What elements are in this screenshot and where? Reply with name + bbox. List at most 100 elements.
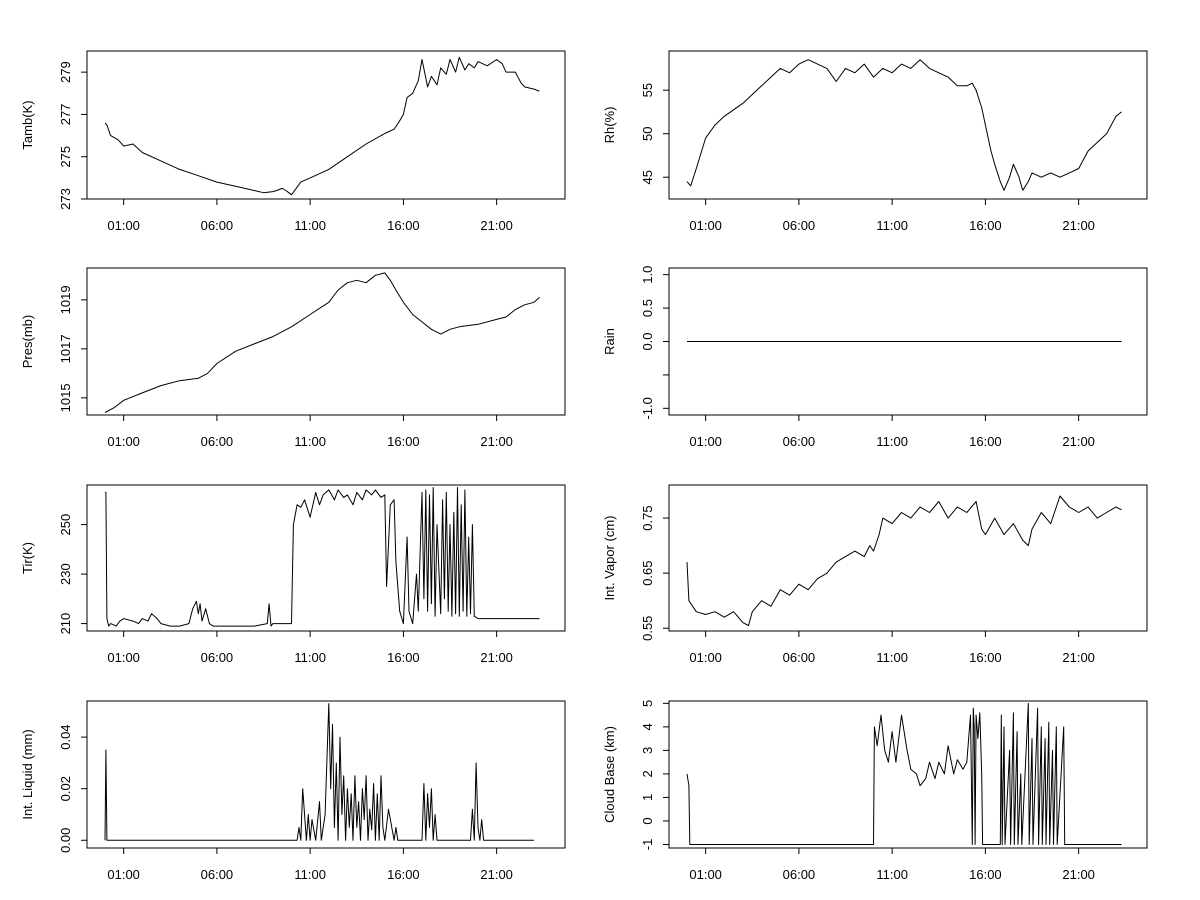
x-tick-label: 06:00 [783, 650, 816, 665]
x-tick-label: 21:00 [480, 867, 513, 882]
y-axis-label: Rain [602, 328, 617, 355]
panel-5: 01:00 06:00 11:00 16:00 21:00 210 230 250 Tir(K) [20, 484, 566, 665]
x-tick-label: 16:00 [387, 218, 420, 233]
y-tick-label: 3 [640, 747, 655, 754]
x-tick-label: 11:00 [876, 434, 908, 449]
x-tick-label: 01:00 [107, 218, 140, 233]
panel-7: 01:00 06:00 11:00 16:00 21:00 0.00 0.02 0.04 Int… [20, 700, 566, 882]
panel-4: 01:00 06:00 11:00 16:00 21:00 -1.0 0.0 0.5 1.0 Ra… [602, 266, 1148, 449]
x-tick-label: 06:00 [783, 218, 816, 233]
x-tick-label: 11:00 [876, 867, 908, 882]
plot-frame [668, 484, 1148, 632]
panel-2: 01:00 06:00 11:00 16:00 21:00 45 50 55 Rh(%) [602, 50, 1148, 233]
x-tick-label: 21:00 [1062, 434, 1095, 449]
y-axis-label: Pres(mb) [20, 315, 35, 368]
y-axis-label: Tir(K) [20, 542, 35, 574]
x-tick-label: 16:00 [969, 218, 1002, 233]
y-tick-label: 1019 [58, 285, 73, 314]
y-tick-label: 0.65 [640, 560, 655, 585]
y-axis-label: Tamb(K) [20, 100, 35, 149]
plot-frame [668, 700, 1148, 849]
y-tick-label: 0.02 [58, 776, 73, 801]
plot-frame [86, 267, 566, 416]
x-tick-label: 06:00 [201, 218, 234, 233]
x-tick-label: 11:00 [876, 218, 908, 233]
x-tick-label: 16:00 [969, 434, 1002, 449]
x-tick-label: 01:00 [689, 434, 722, 449]
y-tick-label: 0.55 [640, 616, 655, 641]
x-tick-label: 06:00 [201, 867, 234, 882]
x-tick-label: 06:00 [783, 867, 816, 882]
y-tick-label: 2 [640, 770, 655, 777]
x-tick-label: 16:00 [387, 650, 420, 665]
y-tick-label: 1015 [58, 383, 73, 412]
y-tick-label: 0.75 [640, 505, 655, 530]
x-tick-label: 01:00 [689, 218, 722, 233]
y-tick-label: 277 [58, 104, 73, 126]
y-tick-label: 250 [58, 514, 73, 536]
x-tick-label: 11:00 [294, 434, 326, 449]
y-tick-label: 1 [640, 794, 655, 801]
panel-1: 01:00 06:00 11:00 16:00 21:00 273 275 277 279 Tam… [20, 50, 566, 233]
series-line [686, 495, 1122, 626]
plot-frame [668, 50, 1148, 200]
plot-frame [86, 50, 566, 200]
y-tick-label: 45 [640, 170, 655, 184]
y-tick-label: 0.0 [640, 332, 655, 350]
panel-8: 01:00 06:00 11:00 16:00 21:00 -1 0 1 2 3 4 5 Cloud B… [602, 700, 1148, 882]
x-tick-label: 06:00 [201, 434, 234, 449]
y-tick-label: 210 [58, 613, 73, 635]
x-tick-label: 16:00 [969, 650, 1002, 665]
plot-frame [86, 484, 566, 632]
y-tick-label: 230 [58, 563, 73, 585]
panel-3: 01:00 06:00 11:00 16:00 21:00 1015 1017 1019 Pre… [20, 267, 566, 449]
series-line [104, 703, 534, 841]
x-tick-label: 06:00 [783, 434, 816, 449]
y-tick-label: -1.0 [640, 397, 655, 419]
y-tick-label: 0 [640, 817, 655, 824]
x-tick-label: 16:00 [387, 867, 420, 882]
series-line [105, 487, 540, 627]
y-axis-label: Int. Liquid (mm) [20, 729, 35, 819]
series-line [686, 702, 1122, 845]
y-tick-label: 0.04 [58, 724, 73, 749]
y-tick-label: 1.0 [640, 266, 655, 284]
x-tick-label: 21:00 [1062, 867, 1095, 882]
x-tick-label: 11:00 [294, 650, 326, 665]
y-axis-label: Cloud Base (km) [602, 726, 617, 823]
x-tick-label: 01:00 [107, 434, 140, 449]
x-tick-label: 01:00 [689, 867, 722, 882]
x-tick-label: 06:00 [201, 650, 234, 665]
x-tick-label: 21:00 [1062, 650, 1095, 665]
y-tick-label: 273 [58, 188, 73, 210]
x-tick-label: 21:00 [480, 434, 513, 449]
series-line [104, 272, 540, 413]
y-axis-label: Int. Vapor (cm) [602, 515, 617, 600]
x-tick-label: 11:00 [294, 867, 326, 882]
x-tick-label: 11:00 [876, 650, 908, 665]
y-tick-label: 0.00 [58, 828, 73, 853]
y-tick-label: 275 [58, 146, 73, 168]
plot-frame [86, 700, 566, 849]
y-tick-label: 279 [58, 61, 73, 83]
x-tick-label: 21:00 [1062, 218, 1095, 233]
y-tick-label: 0.5 [640, 299, 655, 317]
y-tick-label: 5 [640, 700, 655, 707]
series-line [104, 56, 540, 196]
x-tick-label: 01:00 [689, 650, 722, 665]
x-tick-label: 01:00 [107, 650, 140, 665]
y-tick-label: 50 [640, 126, 655, 140]
y-tick-label: 4 [640, 723, 655, 730]
x-tick-label: 16:00 [969, 867, 1002, 882]
y-tick-label: 1017 [58, 334, 73, 363]
x-tick-label: 21:00 [480, 650, 513, 665]
x-tick-label: 16:00 [387, 434, 420, 449]
y-tick-label: 55 [640, 83, 655, 97]
x-tick-label: 01:00 [107, 867, 140, 882]
x-tick-label: 11:00 [294, 218, 326, 233]
y-axis-label: Rh(%) [602, 107, 617, 144]
y-tick-label: -1 [640, 839, 655, 851]
x-tick-label: 21:00 [480, 218, 513, 233]
panel-6: 01:00 06:00 11:00 16:00 21:00 0.55 0.65 0.75 Int… [602, 484, 1148, 665]
